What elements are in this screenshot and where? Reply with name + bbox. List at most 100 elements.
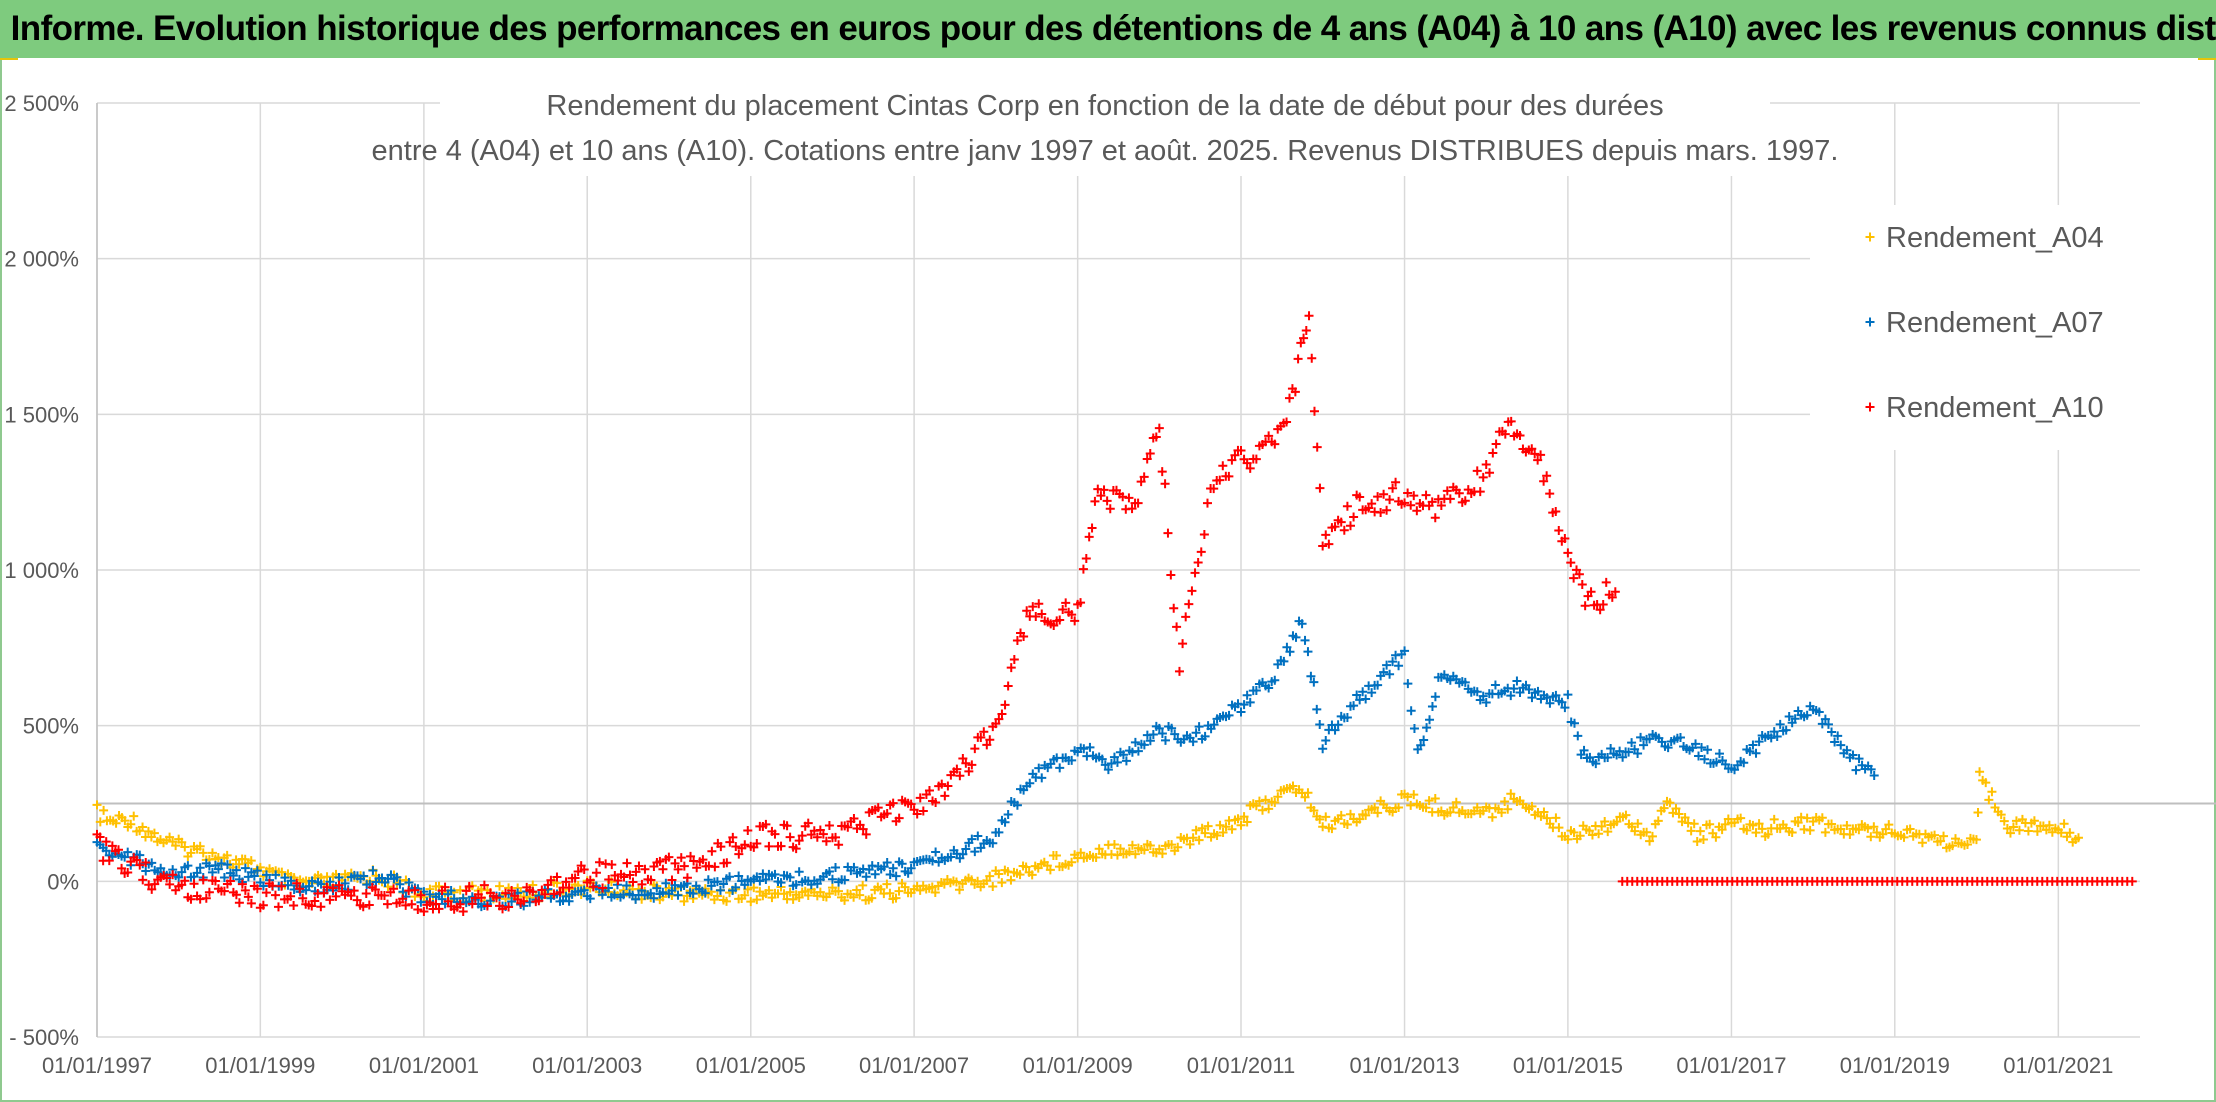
data-point — [1309, 406, 1319, 416]
data-point — [92, 800, 102, 810]
x-tick-label: 01/01/2013 — [1350, 1053, 1460, 1078]
data-point — [831, 862, 841, 872]
data-point — [1006, 875, 1016, 885]
data-point — [700, 888, 710, 898]
data-point — [1239, 700, 1249, 710]
data-point — [939, 879, 949, 889]
data-point — [861, 829, 871, 839]
data-point — [761, 875, 771, 885]
data-point — [1078, 564, 1088, 574]
data-point — [1076, 598, 1086, 608]
data-point — [1506, 416, 1516, 426]
data-point — [165, 879, 175, 889]
data-point — [292, 878, 302, 888]
data-point — [1145, 736, 1155, 746]
legend-label: Rendement_A10 — [1886, 392, 2104, 424]
data-point — [824, 866, 834, 876]
data-point — [2002, 824, 2012, 834]
data-point — [1336, 810, 1346, 820]
data-point — [734, 849, 744, 859]
data-point — [1630, 826, 1640, 836]
data-point — [1563, 834, 1573, 844]
data-point — [1037, 609, 1047, 619]
data-point — [794, 892, 804, 902]
data-point — [840, 895, 850, 905]
data-point — [1133, 746, 1143, 756]
data-point — [746, 897, 756, 907]
data-point — [440, 882, 450, 892]
data-point — [2065, 828, 2075, 838]
data-point — [1790, 714, 1800, 724]
data-point — [240, 885, 250, 895]
x-tick-label: 01/01/2003 — [532, 1053, 642, 1078]
data-point — [1191, 825, 1201, 835]
data-point — [951, 877, 961, 887]
data-point — [1382, 505, 1392, 515]
data-point — [310, 896, 320, 906]
data-point — [201, 893, 211, 903]
data-point — [1215, 820, 1225, 830]
data-point — [1930, 830, 1940, 840]
data-point — [973, 876, 983, 886]
data-point — [595, 857, 605, 867]
chart-title-line: Rendement du placement Cintas Corp en fo… — [546, 90, 1663, 122]
data-point — [1109, 840, 1119, 850]
data-point — [1769, 727, 1779, 737]
data-point — [1748, 820, 1758, 830]
data-point — [1349, 701, 1359, 711]
data-point — [1245, 697, 1255, 707]
data-point — [1430, 692, 1440, 702]
data-point — [1530, 449, 1540, 459]
data-point — [283, 880, 293, 890]
data-point — [579, 885, 589, 895]
data-point — [1642, 827, 1652, 837]
data-point — [1739, 758, 1749, 768]
data-point — [101, 837, 111, 847]
data-point — [967, 875, 977, 885]
data-point — [894, 813, 904, 823]
data-point — [1805, 825, 1815, 835]
data-point — [431, 899, 441, 909]
data-point — [1603, 827, 1613, 837]
data-point — [1367, 499, 1377, 509]
data-point — [1079, 744, 1089, 754]
data-point — [1133, 498, 1143, 508]
data-point — [728, 832, 738, 842]
data-point — [2032, 826, 2042, 836]
data-point — [598, 883, 608, 893]
data-point — [1174, 666, 1184, 676]
data-point — [885, 870, 895, 880]
data-point — [1394, 802, 1404, 812]
data-point — [277, 867, 287, 877]
data-point — [1115, 844, 1125, 854]
data-point — [564, 896, 574, 906]
data-point — [686, 851, 696, 861]
data-point — [425, 898, 435, 908]
y-tick-label: 2 500% — [4, 91, 79, 116]
data-point — [401, 900, 411, 910]
data-point — [1299, 333, 1309, 343]
data-point — [931, 798, 941, 808]
data-point — [1233, 814, 1243, 824]
data-point — [1830, 737, 1840, 747]
data-point — [1318, 744, 1328, 754]
data-point — [258, 900, 268, 910]
data-point — [1090, 496, 1100, 506]
data-point — [1160, 735, 1170, 745]
data-point — [679, 896, 689, 906]
x-tick-label: 01/01/2021 — [2003, 1053, 2113, 1078]
data-point — [186, 894, 196, 904]
data-point — [1394, 661, 1404, 671]
data-point — [1694, 751, 1704, 761]
data-point — [1173, 842, 1183, 852]
data-point — [519, 896, 529, 906]
data-point — [1575, 831, 1585, 841]
data-point — [1717, 825, 1727, 835]
data-point — [1595, 605, 1605, 615]
data-point — [1987, 787, 1997, 797]
data-point — [1647, 831, 1657, 841]
data-point — [740, 880, 750, 890]
y-axis: - 500% 0% 500% 1 000% 1 500% 2 000% 2 500% — [4, 91, 79, 1050]
data-point — [1563, 690, 1573, 700]
data-point — [1591, 759, 1601, 769]
